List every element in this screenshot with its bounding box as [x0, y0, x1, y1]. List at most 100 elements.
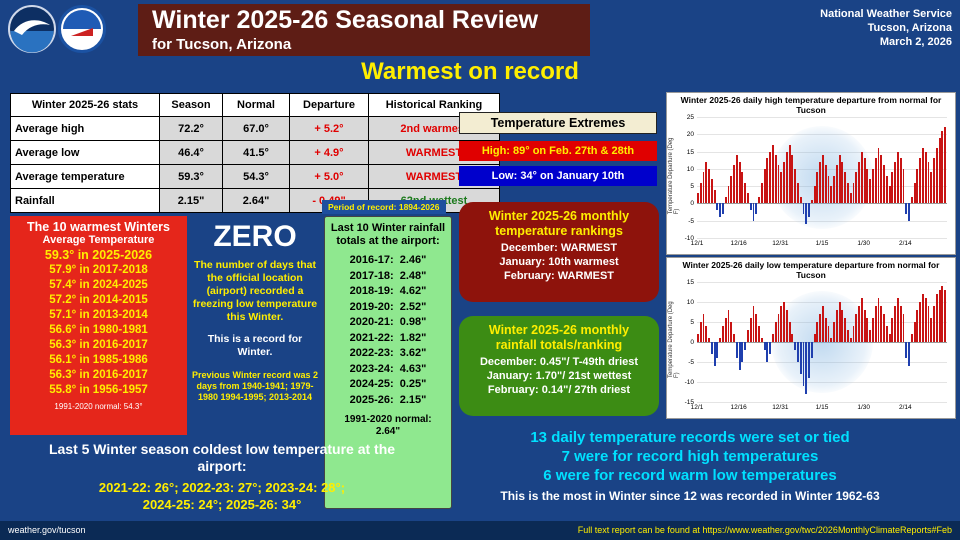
x-tick-label: 1/15: [815, 404, 829, 411]
chart-bar: [758, 196, 761, 204]
chart-bar: [827, 175, 830, 204]
zero-previous-record: Previous Winter record was 2 days from 1…: [192, 370, 318, 402]
chart-bar: [863, 158, 866, 204]
chart-bar: [841, 161, 844, 204]
records-line-3: 6 were for record warm low temperatures: [543, 467, 837, 484]
chart-bar: [872, 318, 874, 342]
stat-label: Average temperature: [10, 164, 160, 189]
stat-normal: 67.0°: [222, 116, 290, 141]
chart-bar: [755, 314, 758, 342]
chart-bar: [777, 314, 780, 342]
stat-label: Average low: [10, 140, 160, 165]
y-tick-label: -5: [688, 359, 694, 366]
stats-header-cell: Winter 2025-26 stats: [10, 93, 160, 117]
stat-season: 46.4°: [159, 140, 223, 165]
chart-bar: [819, 161, 822, 204]
chart-bar: [885, 326, 888, 342]
chart-bar: [885, 175, 888, 204]
chart-bar: [783, 161, 786, 204]
warmest-subtitle: Average Temperature: [42, 234, 155, 246]
chart-bar: [927, 306, 930, 342]
y-tick-label: -15: [684, 399, 694, 406]
stat-normal: 41.5°: [222, 140, 290, 165]
chart-bar: [719, 203, 722, 218]
chart-bar: [697, 334, 699, 342]
chart-bar: [780, 172, 783, 204]
chart-bar: [699, 182, 702, 204]
chart-bar: [849, 338, 852, 342]
chart-bar: [760, 338, 763, 342]
monthly-temp-title: Winter 2025-26 monthly temperature ranki…: [488, 209, 630, 238]
chart-bar: [927, 161, 930, 204]
chart-bar: [930, 318, 933, 342]
chart-bar: [941, 286, 944, 342]
extremes-title: Temperature Extremes: [459, 112, 657, 134]
chart-bar: [894, 306, 897, 342]
footer-website[interactable]: weather.gov/tucson: [8, 525, 86, 535]
y-tick-label: -10: [684, 235, 694, 242]
list-item: 57.1° in 2013-2014: [49, 309, 148, 321]
chart-title: Winter 2025-26 daily high temperature de…: [680, 95, 942, 115]
title-banner: [138, 4, 590, 56]
chart-bar: [830, 186, 833, 204]
zero-record-note: This is a record for Winter.: [207, 333, 303, 358]
chart-bar: [794, 168, 797, 204]
temperature-extremes: Temperature Extremes High: 89° on Feb. 2…: [459, 112, 657, 186]
chart-bar: [744, 182, 747, 204]
chart-bar: [813, 334, 816, 342]
chart-bar: [874, 158, 877, 204]
stats-header-cell: Normal: [222, 93, 290, 117]
list-item: 2025-26: 2.15": [349, 393, 427, 406]
footer-report-link[interactable]: Full text report can be found at https:/…: [577, 525, 952, 535]
gridline: [697, 282, 947, 283]
chart-bar: [727, 310, 730, 342]
chart-bar: [744, 342, 747, 350]
list-item: 2023-24: 4.63": [349, 362, 427, 375]
chart-bar: [708, 168, 711, 204]
chart-bar: [902, 314, 905, 342]
chart-bar: [838, 302, 841, 342]
records-line-2: 7 were for record high temperatures: [561, 448, 819, 465]
chart-bar: [930, 172, 933, 204]
chart-bar: [705, 326, 708, 342]
agency-name: National Weather Service: [820, 8, 952, 20]
chart-bar: [749, 203, 752, 211]
page-title: Winter 2025-26 Seasonal Review: [152, 6, 539, 34]
y-tick-label: -10: [684, 379, 694, 386]
chart-bar: [766, 158, 769, 204]
list-item: 56.3° in 2016-2017: [49, 369, 148, 381]
chart-bar: [908, 203, 911, 221]
chart-bar: [785, 310, 788, 342]
monthly-rain-rankings-box: Winter 2025-26 monthly rainfall totals/r…: [459, 316, 659, 416]
coldest-line-2: 2024-25: 24°; 2025-26: 34°: [142, 497, 302, 512]
low-departure-chart: Winter 2025-26 daily low temperature dep…: [666, 257, 956, 419]
chart-bar: [794, 342, 797, 350]
rainfall-normal-label: 1991-2020 normal:: [344, 414, 432, 425]
chart-bar: [880, 306, 883, 342]
y-tick-label: 15: [686, 148, 694, 156]
chart-bar: [774, 322, 777, 342]
chart-bar: [905, 203, 908, 214]
rainfall-list: 2016-17: 2.46" 2017-18: 2.48" 2018-19: 4.6…: [325, 253, 451, 408]
chart-bar: [722, 203, 724, 214]
chart-bar: [924, 298, 927, 342]
x-tick-label: 12/16: [730, 404, 747, 411]
chart-bar: [724, 318, 727, 342]
extreme-high: High: 89° on Feb. 27th & 28th: [459, 141, 657, 161]
chart-bar: [827, 326, 830, 342]
y-tick-label: 0: [690, 200, 694, 208]
list-item: 55.8° in 1956-1957: [49, 384, 148, 396]
chart-bar: [805, 342, 808, 394]
nws-logo: [58, 5, 106, 53]
list-item: 56.3° in 2016-2017: [49, 339, 148, 351]
chart-bar: [866, 318, 869, 342]
chart-bar: [891, 172, 894, 204]
y-tick-label: 5: [690, 319, 694, 326]
chart-bar: [852, 182, 855, 204]
chart-bar: [735, 155, 738, 204]
chart-bar: [902, 168, 905, 204]
chart-bar: [702, 314, 705, 342]
chart-bar: [819, 314, 822, 342]
chart-bar: [899, 158, 902, 204]
stats-header-row: Winter 2025-26 stats Season Normal Departur…: [10, 93, 500, 117]
